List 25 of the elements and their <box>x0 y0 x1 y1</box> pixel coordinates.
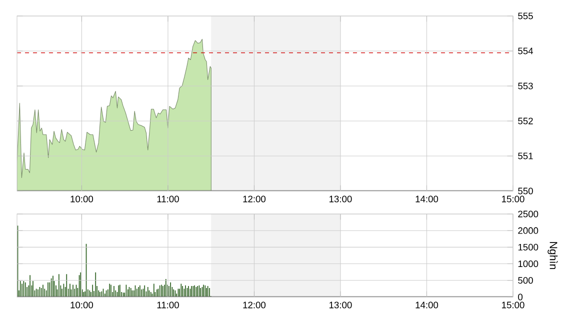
x-tick-label: 11:00 <box>157 302 179 308</box>
x-tick-label: 13:00 <box>330 302 352 308</box>
x-tick-label: 15:00 <box>502 302 524 308</box>
y-axis-title: Nghìn <box>548 242 558 270</box>
y-tick-label: 552 <box>518 118 533 124</box>
x-tick-label: 10:00 <box>70 302 94 308</box>
x-tick-label: 10:00 <box>70 196 94 202</box>
y-tick-label: 554 <box>518 48 534 54</box>
y-tick-label: 550 <box>518 188 533 194</box>
y-tick-label: 500 <box>518 277 533 284</box>
y-tick-label: 555 <box>518 12 533 20</box>
x-tick-label: 13:00 <box>330 196 352 202</box>
y-tick-label: 551 <box>518 152 533 160</box>
y-tick-label: 1000 <box>518 260 538 268</box>
x-tick-label: 12:00 <box>243 302 266 308</box>
x-tick-label: 14:00 <box>416 302 438 308</box>
y-tick-label: 0 <box>518 294 523 300</box>
y-tick-label: 553 <box>518 82 533 90</box>
y-tick-label: 2000 <box>518 227 538 234</box>
x-tick-label: 14:00 <box>416 196 438 202</box>
y-tick-label: 2500 <box>518 210 538 218</box>
x-tick-label: 12:00 <box>243 196 266 202</box>
x-tick-label: 15:00 <box>502 196 524 202</box>
x-tick-label: 11:00 <box>157 196 179 202</box>
y-tick-label: 1500 <box>518 244 538 250</box>
